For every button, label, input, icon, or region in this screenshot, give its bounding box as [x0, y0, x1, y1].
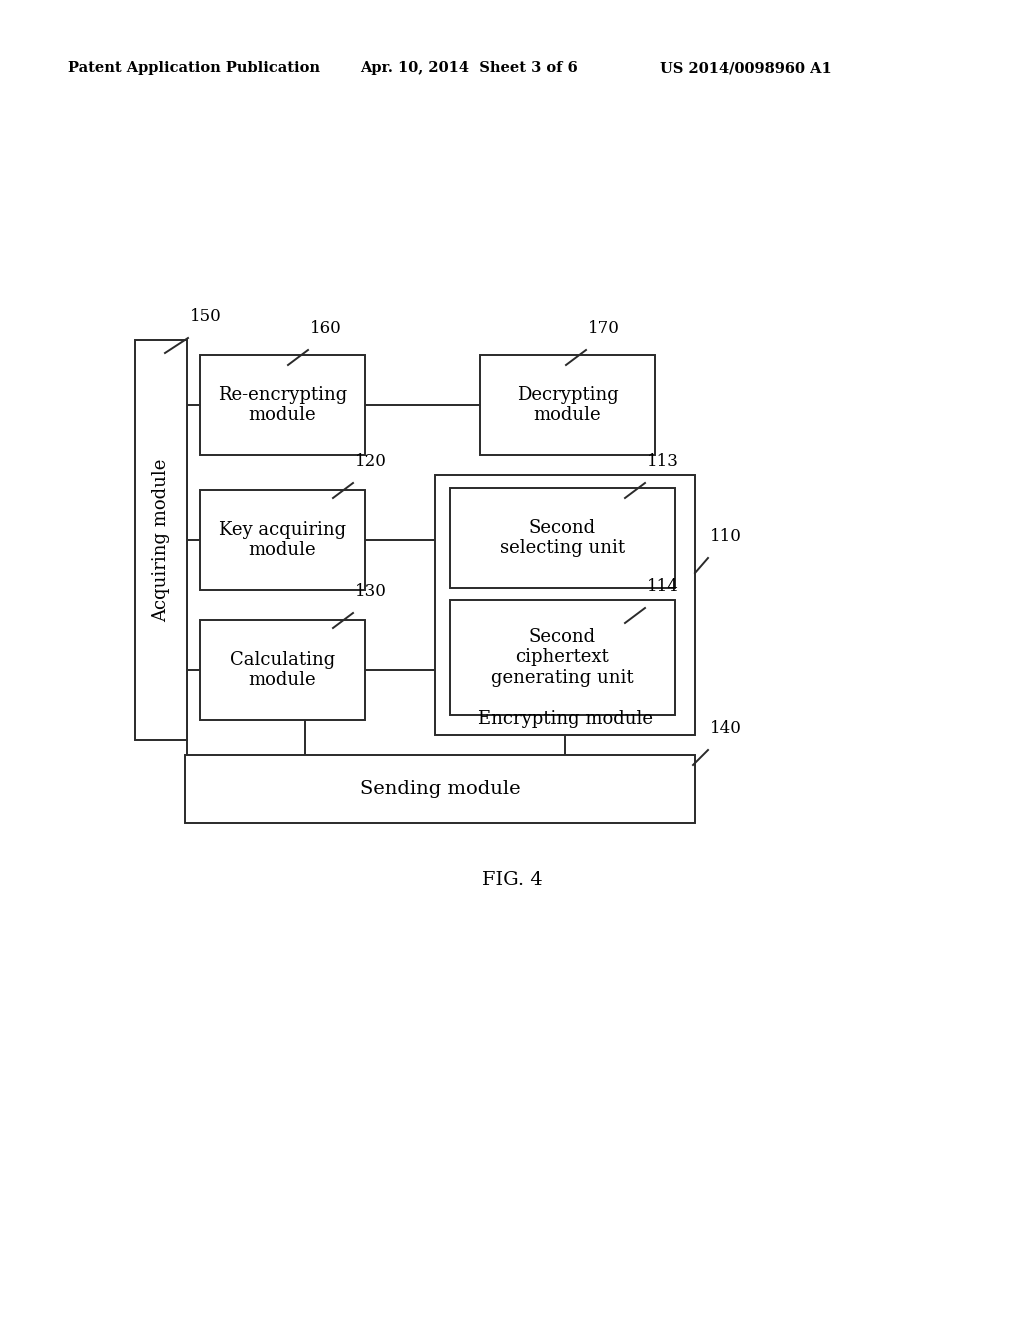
Bar [435, 475, 695, 735]
Text: Decrypting
module: Decrypting module [517, 385, 618, 425]
Text: 170: 170 [588, 319, 620, 337]
Bar [200, 620, 365, 719]
Text: 120: 120 [355, 453, 387, 470]
Text: Second
selecting unit: Second selecting unit [500, 519, 625, 557]
Bar [450, 488, 675, 587]
Text: Encrypting module: Encrypting module [477, 710, 652, 729]
Text: Re-encrypting
module: Re-encrypting module [218, 385, 347, 425]
Text: Calculating
module: Calculating module [229, 651, 335, 689]
Text: 160: 160 [310, 319, 342, 337]
Bar [200, 490, 365, 590]
Text: Apr. 10, 2014  Sheet 3 of 6: Apr. 10, 2014 Sheet 3 of 6 [360, 61, 578, 75]
Bar [200, 355, 365, 455]
Bar [450, 601, 675, 715]
Text: 150: 150 [190, 308, 222, 325]
Bar [135, 341, 187, 741]
Bar [480, 355, 655, 455]
Text: Sending module: Sending module [359, 780, 520, 799]
Text: 114: 114 [647, 578, 679, 595]
Text: Patent Application Publication: Patent Application Publication [68, 61, 319, 75]
Text: 130: 130 [355, 583, 387, 601]
Bar [185, 755, 695, 822]
Text: 113: 113 [647, 453, 679, 470]
Text: 110: 110 [710, 528, 741, 545]
Text: Acquiring module: Acquiring module [152, 458, 170, 622]
Text: 140: 140 [710, 719, 741, 737]
Text: Second
ciphertext
generating unit: Second ciphertext generating unit [492, 628, 634, 688]
Text: FIG. 4: FIG. 4 [481, 871, 543, 888]
Text: US 2014/0098960 A1: US 2014/0098960 A1 [660, 61, 831, 75]
Text: Key acquiring
module: Key acquiring module [219, 520, 346, 560]
